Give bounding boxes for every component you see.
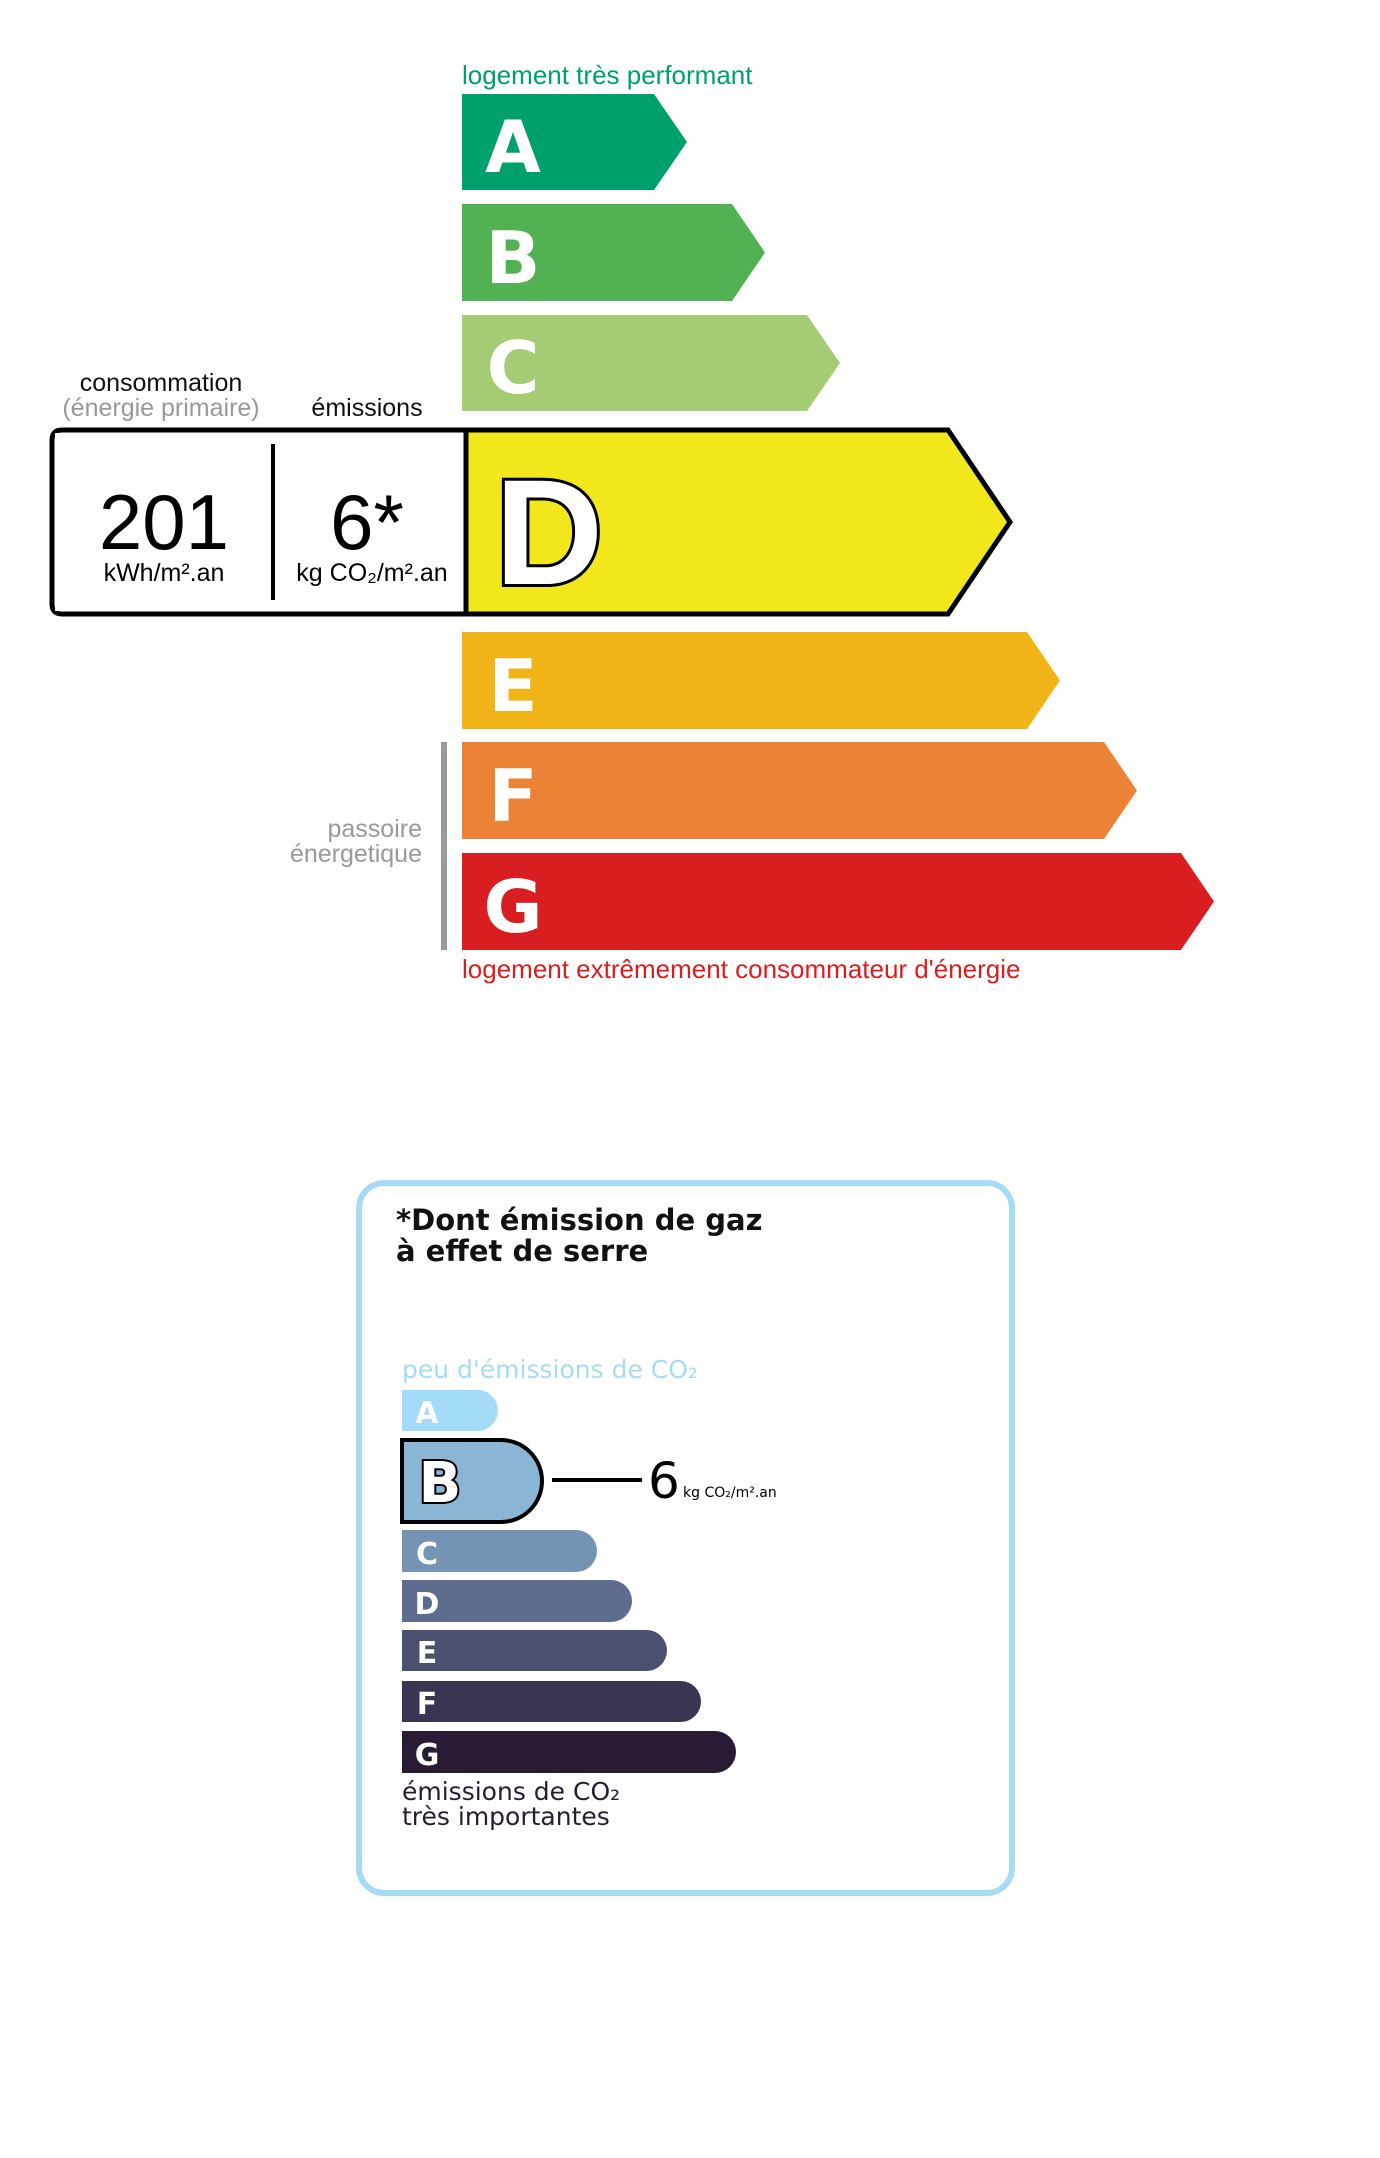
consumption-unit: kWh/m².an [104, 559, 225, 587]
bottom-label: logement extrêmement consommateur d'éner… [462, 954, 1020, 984]
energy-bar-letter: A [485, 105, 541, 189]
emissions-label: émissions [311, 394, 422, 422]
energy-bar-d [466, 432, 1007, 612]
top-label: logement très performant [462, 60, 753, 90]
ges-bottom-label-2: très importantes [402, 1802, 610, 1831]
emissions-value: 6* [330, 478, 404, 566]
current-rating-frame [49, 427, 1014, 617]
energy-bar-letter: B [486, 216, 541, 300]
energy-bar-letter: G [483, 865, 542, 949]
ges-unit: kg CO₂/m².an [683, 1485, 777, 1501]
passoire-label-2: énergetique [290, 840, 422, 868]
ges-title-1: *Dont émission de gaz [396, 1203, 762, 1237]
ges-bar-c [402, 1530, 597, 1572]
energy-bar-letter: F [488, 754, 537, 838]
ges-bar-letter: B [419, 1451, 462, 1516]
energy-bar-e [462, 632, 1060, 729]
ges-bar-b [400, 1438, 544, 1524]
ges-bar-d [402, 1580, 632, 1622]
values-box [55, 433, 465, 611]
ges-bar-letter: F [417, 1687, 438, 1722]
energy-bar-f [462, 742, 1137, 839]
current-class-letter: D [495, 448, 603, 616]
energy-bar-g [462, 853, 1214, 950]
consumption-label: consommation [80, 369, 243, 397]
ges-top-label: peu d'émissions de CO₂ [402, 1355, 698, 1384]
ges-bar-f [402, 1681, 701, 1722]
ges-title-2: à effet de serre [396, 1234, 648, 1268]
ges-bar-letter: A [415, 1396, 439, 1431]
consumption-value: 201 [99, 478, 229, 566]
energy-bar-a [462, 94, 687, 190]
ges-bar-letter: D [415, 1587, 440, 1622]
energy-bar-letter: C [487, 326, 540, 410]
ges-bar-letter: G [415, 1738, 440, 1773]
ges-bar-e [402, 1630, 667, 1671]
energy-bar-c [462, 315, 840, 411]
ges-value: 6 [648, 1452, 680, 1510]
consumption-sublabel: (énergie primaire) [62, 394, 259, 422]
energy-class-bars: ABC EFG [462, 94, 1214, 950]
energy-bar-b [462, 204, 765, 301]
emissions-unit: kg CO₂/m².an [296, 559, 447, 587]
passoire-label-1: passoire [328, 815, 423, 843]
ges-bar-a [402, 1390, 498, 1431]
ges-bottom-label-1: émissions de CO₂ [402, 1777, 620, 1806]
ges-panel [356, 1180, 1015, 1896]
ges-bar-letter: E [417, 1636, 438, 1671]
ges-bar-letter: C [416, 1537, 438, 1572]
ges-bar-g [402, 1731, 736, 1773]
energy-bar-letter: E [488, 644, 537, 728]
